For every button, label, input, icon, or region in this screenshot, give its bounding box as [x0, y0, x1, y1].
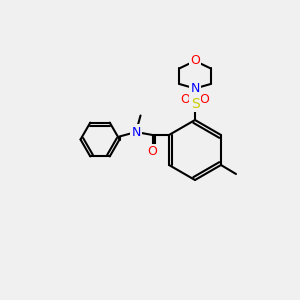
Text: O: O: [200, 93, 209, 106]
Text: S: S: [190, 97, 200, 110]
Text: N: N: [131, 125, 141, 139]
Text: O: O: [190, 54, 200, 68]
Text: O: O: [181, 93, 190, 106]
Text: N: N: [190, 82, 200, 95]
Text: N: N: [190, 82, 200, 95]
Text: O: O: [148, 145, 158, 158]
